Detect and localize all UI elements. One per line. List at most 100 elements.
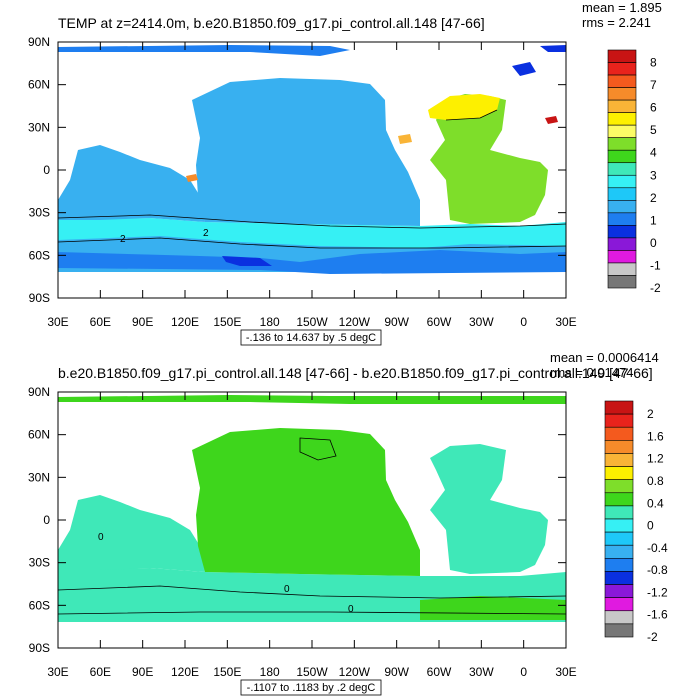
colorbar-label: 8 xyxy=(650,56,657,70)
colorbar-swatch xyxy=(607,250,637,264)
y-tick-label: 0 xyxy=(43,163,50,177)
antarctic-margin xyxy=(58,250,566,274)
colorbar-swatch xyxy=(607,187,637,201)
colorbar-label: 5 xyxy=(650,123,657,137)
x-tick-label: 0 xyxy=(520,315,527,329)
y-tick-label: 30S xyxy=(29,556,50,570)
colorbar-swatch xyxy=(604,453,634,467)
contour-label: 0 xyxy=(348,604,354,615)
antarctic-coast xyxy=(222,256,272,266)
y-tick-label: 90N xyxy=(28,35,50,49)
x-tick-label: 30E xyxy=(47,665,68,679)
x-tick-label: 60E xyxy=(90,315,111,329)
y-tick-label: 90N xyxy=(28,385,50,399)
y-tick-label: 90S xyxy=(29,291,50,305)
x-tick-label: 180 xyxy=(260,665,280,679)
colorbar-swatch xyxy=(607,137,637,151)
x-tick-label: 120E xyxy=(171,665,199,679)
colorbar-label: 0 xyxy=(647,519,654,533)
colorbar-swatch xyxy=(607,62,637,76)
colorbar-label: 0.8 xyxy=(647,474,664,488)
colorbar-swatch xyxy=(607,174,637,189)
indian-ocean xyxy=(58,495,205,572)
y-tick-label: 30N xyxy=(28,120,50,134)
colorbar-swatch xyxy=(604,571,634,585)
panel-bottom-mean: mean = 0.0006414 xyxy=(550,350,659,365)
x-tick-label: 150E xyxy=(213,315,241,329)
arctic-strip xyxy=(58,45,350,56)
colorbar-label: -1 xyxy=(650,258,661,272)
colorbar xyxy=(604,400,634,638)
colorbar-label: 0.4 xyxy=(647,496,664,510)
y-tick-label: 60N xyxy=(28,428,50,442)
colorbar-swatch xyxy=(607,212,637,226)
colorbar-swatch xyxy=(604,544,634,559)
x-tick-label: 0 xyxy=(520,665,527,679)
x-tick-label: 60E xyxy=(90,665,111,679)
colorbar-swatch xyxy=(604,440,634,454)
colorbar-labels: 2 1.6 1.2 0.8 0.4 0 -0.4 -0.8 -1.2 -1.6 -2 xyxy=(647,407,668,644)
colorbar-label: 3 xyxy=(650,168,657,182)
colorbar-swatch xyxy=(604,505,634,520)
southern-green-band xyxy=(420,596,566,620)
x-tick-label: 90W xyxy=(384,665,409,679)
colorbar-swatch xyxy=(607,262,637,276)
x-tick-label: 150E xyxy=(213,665,241,679)
colorbar-label: -1.6 xyxy=(647,608,668,622)
caption-box xyxy=(240,679,382,696)
colorbar-swatch xyxy=(604,597,634,612)
indian-ocean xyxy=(58,145,205,222)
x-tick-label: 90E xyxy=(132,665,153,679)
x-tick-label: 120W xyxy=(339,315,371,329)
colorbar xyxy=(607,49,637,289)
north-atlantic-warm-patch xyxy=(428,94,500,120)
contour-label: 0 xyxy=(98,532,104,543)
x-tick-label: 90W xyxy=(384,315,409,329)
contour-label: 2 xyxy=(120,234,126,245)
x-tick-label: 90E xyxy=(132,315,153,329)
x-tick-label: 150W xyxy=(296,315,328,329)
colorbar-swatch xyxy=(604,466,634,480)
pacific-ocean xyxy=(192,78,420,226)
colorbar-label: 1 xyxy=(650,213,657,227)
colorbar-label: -0.8 xyxy=(647,563,668,577)
x-tick-label: 120W xyxy=(339,665,371,679)
colorbar-swatch xyxy=(604,426,634,441)
colorbar-swatch xyxy=(607,237,637,251)
y-tick-label: 60S xyxy=(29,598,50,612)
contour-line xyxy=(57,611,567,615)
colorbar-label: 1.2 xyxy=(647,452,664,466)
x-axis-labels: 30E 60E 90E 120E 150E 180 150W 120W 90W 60W 30W 0 30… xyxy=(47,665,576,679)
contour-line xyxy=(445,109,498,121)
red-sea-patch xyxy=(186,174,198,182)
contour-label: 0 xyxy=(284,584,290,595)
colorbar-swatch xyxy=(604,610,634,625)
colorbar-swatch xyxy=(607,87,637,101)
x-tick-label: 30E xyxy=(47,315,68,329)
colorbar-label: 6 xyxy=(650,101,657,115)
colorbar-label: 4 xyxy=(650,146,657,160)
colorbar-label: 2 xyxy=(650,191,657,205)
colorbar-label: -0.4 xyxy=(647,541,668,555)
panel-top-map: 2 2 xyxy=(57,41,567,299)
colorbar-label: -1.2 xyxy=(647,585,668,599)
colorbar-swatch xyxy=(604,479,634,494)
x-tick-label: 30E xyxy=(555,665,576,679)
contour-label: 2 xyxy=(203,228,209,239)
x-tick-label: 180 xyxy=(260,315,280,329)
colorbar-swatch xyxy=(607,112,637,126)
contour-line xyxy=(57,214,567,229)
y-axis-labels: 90N 60N 30N 0 30S 60S 90S xyxy=(28,35,50,305)
colorbar-swatch xyxy=(604,531,634,546)
colorbar-label: 7 xyxy=(650,78,657,92)
colorbar-swatch xyxy=(604,413,634,428)
caption-text: -.136 to 14.637 by .5 degC xyxy=(246,332,376,344)
y-tick-label: 60N xyxy=(28,78,50,92)
x-tick-label: 120E xyxy=(171,315,199,329)
y-tick-label: 30N xyxy=(28,470,50,484)
arctic-east xyxy=(540,45,566,52)
x-tick-label: 60W xyxy=(427,665,452,679)
x-tick-label: 150W xyxy=(296,665,328,679)
panel-bottom-rms: rms = 0.01474 xyxy=(550,365,633,380)
